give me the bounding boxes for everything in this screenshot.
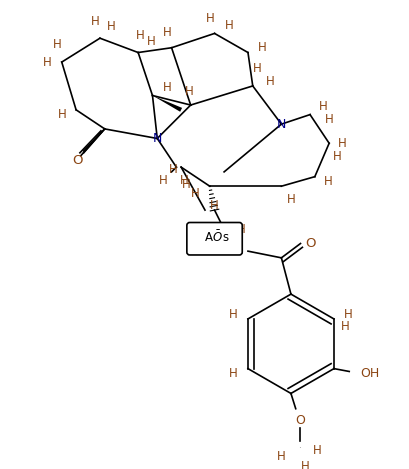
Text: s: s xyxy=(221,231,227,244)
Text: A: A xyxy=(204,231,212,244)
Text: H: H xyxy=(181,178,190,191)
Text: H: H xyxy=(191,187,199,200)
Text: H: H xyxy=(169,163,178,175)
Text: H: H xyxy=(229,308,237,321)
Text: H: H xyxy=(276,450,285,463)
Text: N: N xyxy=(152,132,162,145)
Text: H: H xyxy=(300,460,309,469)
Text: H: H xyxy=(252,62,261,75)
Text: H: H xyxy=(337,137,346,150)
Text: H: H xyxy=(312,444,321,457)
Text: N: N xyxy=(276,118,285,131)
Text: H: H xyxy=(340,320,349,333)
Text: H: H xyxy=(210,199,218,212)
Text: H: H xyxy=(162,26,171,39)
Text: H: H xyxy=(162,81,171,94)
Text: H: H xyxy=(265,75,274,88)
Text: H: H xyxy=(332,150,340,163)
Text: H: H xyxy=(318,100,327,113)
Text: O: O xyxy=(295,414,305,427)
Text: H: H xyxy=(90,15,99,28)
Polygon shape xyxy=(152,96,182,112)
Text: H: H xyxy=(135,29,144,42)
Text: H: H xyxy=(52,38,61,52)
Text: H: H xyxy=(205,12,213,25)
Text: H: H xyxy=(184,85,193,98)
Text: H: H xyxy=(107,20,115,33)
Text: O: O xyxy=(72,154,83,167)
Text: OH: OH xyxy=(360,367,379,380)
Text: H: H xyxy=(224,19,233,32)
Text: H: H xyxy=(324,113,333,126)
FancyBboxPatch shape xyxy=(187,222,242,255)
Text: H: H xyxy=(200,221,209,234)
Text: H: H xyxy=(158,174,167,187)
Text: H: H xyxy=(257,41,266,54)
Text: H: H xyxy=(236,223,245,236)
Text: H: H xyxy=(147,35,155,47)
Text: $\bar{O}$: $\bar{O}$ xyxy=(211,230,222,245)
Text: H: H xyxy=(343,308,352,321)
Text: H: H xyxy=(323,175,332,188)
Text: H: H xyxy=(286,193,294,206)
Text: O: O xyxy=(304,237,315,250)
Text: H: H xyxy=(179,174,188,187)
Text: H: H xyxy=(43,55,52,68)
Text: H: H xyxy=(58,108,67,121)
Text: H: H xyxy=(229,367,237,380)
